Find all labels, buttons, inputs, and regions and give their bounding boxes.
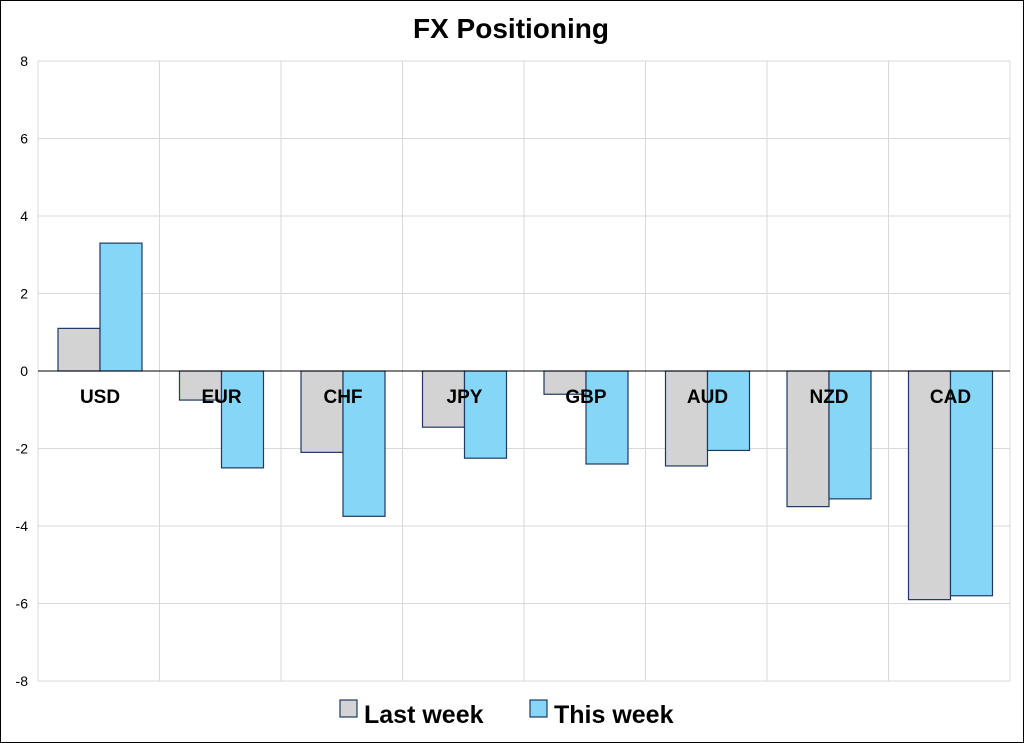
chart-title: FX Positioning [413, 13, 609, 44]
y-tick-label: -6 [16, 596, 29, 612]
bar-this-week-cad [949, 370, 994, 597]
category-label-eur: EUR [201, 387, 241, 408]
y-tick-label: -8 [16, 673, 29, 689]
y-axis-ticks: 8 6 4 2 0 -2 -4 -6 -8 [16, 53, 29, 689]
y-tick-label: 4 [20, 208, 28, 224]
legend-swatch-last-week [339, 699, 358, 718]
category-label-chf: CHF [323, 387, 362, 408]
bar-this-week-gbp [585, 370, 629, 465]
bar-this-week-aud [706, 370, 751, 452]
category-label-nzd: NZD [809, 387, 848, 408]
legend: Last week This week [339, 699, 674, 729]
y-tick-label: -2 [16, 441, 29, 457]
y-tick-label: 0 [20, 363, 28, 379]
y-tick-label: 6 [20, 131, 28, 147]
legend-swatch-this-week [529, 699, 548, 718]
bar-this-week-chf [342, 370, 386, 517]
category-label-jpy: JPY [447, 387, 483, 408]
bar-last-week-jpy [421, 370, 466, 428]
category-label-usd: USD [80, 387, 120, 408]
bar-last-week-usd [57, 327, 101, 372]
y-tick-label: 8 [20, 53, 28, 69]
category-label-aud: AUD [687, 387, 728, 408]
bar-last-week-chf [300, 370, 344, 453]
bar-this-week-jpy [463, 370, 508, 459]
y-tick-label: -4 [16, 518, 29, 534]
legend-label-last-week: Last week [364, 701, 484, 729]
category-labels: USD EUR CHF JPY GBP AUD NZD CAD [80, 387, 971, 408]
category-label-cad: CAD [930, 387, 971, 408]
legend-label-this-week: This week [554, 701, 674, 729]
y-tick-label: 2 [20, 286, 28, 302]
bar-last-week-aud [664, 370, 709, 467]
bar-this-week-eur [220, 370, 265, 469]
bar-this-week-nzd [828, 370, 872, 500]
bar-this-week-usd [99, 242, 143, 372]
category-label-gbp: GBP [565, 387, 607, 408]
bars [57, 242, 994, 601]
